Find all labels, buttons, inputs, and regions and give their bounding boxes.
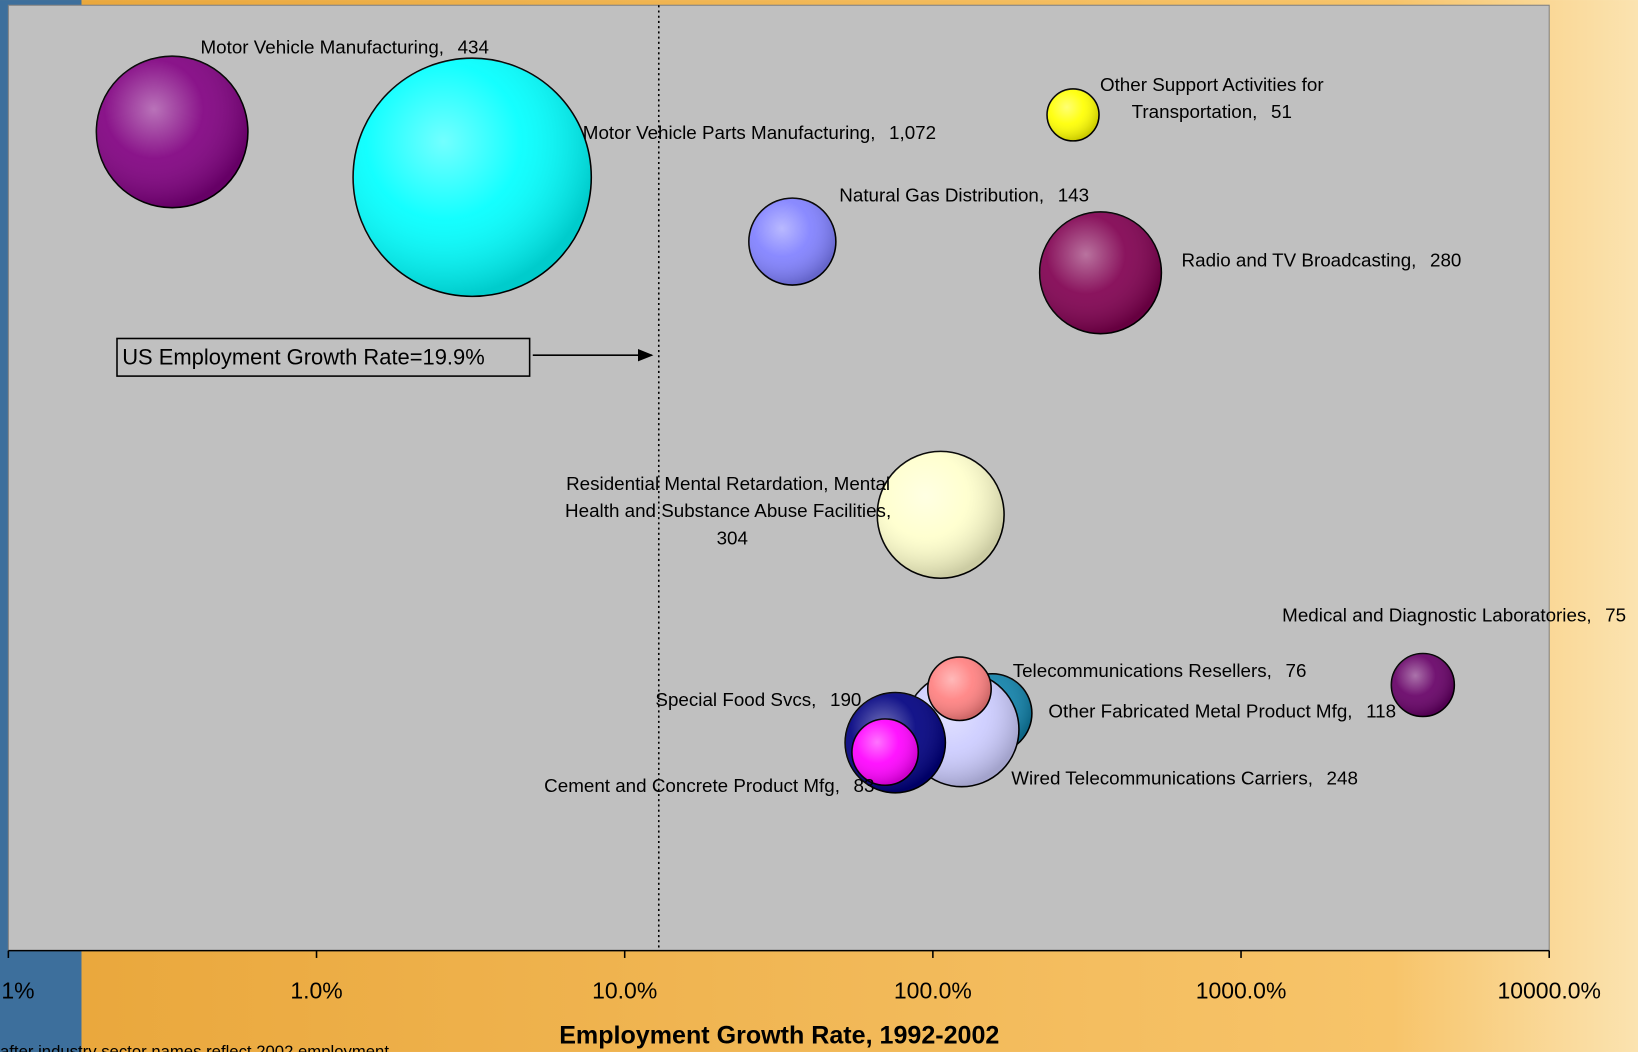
bubble-name: Telecommunications Resellers, <box>1012 660 1272 682</box>
data-label-text: Other Fabricated Metal Product Mfg, 118 <box>1042 698 1402 725</box>
bubble-name: Natural Gas Distribution, <box>839 184 1045 206</box>
x-tick-label: 100.0% <box>894 978 972 1004</box>
bubble-size-label: 304 <box>716 527 748 549</box>
bubble-size-label: 434 <box>457 36 489 58</box>
data-label: Radio and TV Broadcasting, 280 <box>1144 247 1499 274</box>
data-label-text: Radio and TV Broadcasting, 280 <box>1144 247 1499 274</box>
footnote: after industry sector names reflect 2002… <box>0 1042 389 1052</box>
x-tick-label: 1.0% <box>290 978 342 1004</box>
data-label: Residential Mental Retardation, Mental H… <box>548 470 908 551</box>
annotation: US Employment Growth Rate=19.9% <box>122 345 484 370</box>
bubble-size-label: 118 <box>1366 700 1397 722</box>
data-label-text: Medical and Diagnostic Laboratories, 75 <box>1271 602 1637 629</box>
data-label: Motor Vehicle Manufacturing, 434 <box>125 33 564 60</box>
bubble-name: Other Fabricated Metal Product Mfg, <box>1048 700 1353 722</box>
data-label-text: Motor Vehicle Parts Manufacturing, 1,072 <box>582 119 937 146</box>
plot-area <box>7 4 1550 952</box>
data-label: Special Food Svcs, 190 <box>623 686 895 713</box>
data-label-text: Cement and Concrete Product Mfg, 83 <box>537 772 882 799</box>
bubble-name: Motor Vehicle Manufacturing, <box>200 36 445 58</box>
data-label: Natural Gas Distribution, 143 <box>797 182 1131 209</box>
x-tick-label: 10000.0% <box>1497 978 1600 1004</box>
data-label: Other Support Activities for Transportat… <box>1076 71 1348 125</box>
bubble-name: Medical and Diagnostic Laboratories, <box>1282 604 1592 626</box>
bubble-size-label: 51 <box>1271 101 1292 123</box>
bubble-name: Radio and TV Broadcasting, <box>1181 249 1417 271</box>
data-label: Wired Telecommunications Carriers, 248 <box>1007 765 1362 792</box>
bubble-size-label: 143 <box>1057 184 1090 206</box>
data-label-text: Motor Vehicle Manufacturing, 434 <box>125 33 564 60</box>
bubble-size-label: 83 <box>853 775 875 797</box>
data-label: Other Fabricated Metal Product Mfg, 118 <box>1042 698 1402 725</box>
data-label: Motor Vehicle Parts Manufacturing, 1,072 <box>582 119 937 146</box>
data-label: Telecommunications Resellers, 76 <box>982 657 1337 684</box>
bubble-size-label: 248 <box>1326 767 1358 789</box>
bubble-name: Motor Vehicle Parts Manufacturing, <box>582 122 876 144</box>
x-tick-label: 1000.0% <box>1196 978 1287 1004</box>
data-label: Cement and Concrete Product Mfg, 83 <box>537 772 882 799</box>
x-axis-title: Employment Growth Rate, 1992-2002 <box>559 1022 999 1050</box>
x-tick-label: 10.0% <box>592 978 657 1004</box>
bubble-name: Cement and Concrete Product Mfg, <box>544 775 840 797</box>
data-label-text: Wired Telecommunications Carriers, 248 <box>1007 765 1362 792</box>
annotation-box <box>116 337 531 377</box>
bubble-name: Residential Mental Retardation, Mental H… <box>565 473 892 522</box>
bubble-name: Wired Telecommunications Carriers, <box>1011 767 1313 789</box>
data-label-text: Telecommunications Resellers, 76 <box>982 657 1337 684</box>
bubble-name: Special Food Svcs, <box>655 689 817 711</box>
x-tick-label: 0.1% <box>0 978 35 1004</box>
data-label-text: Special Food Svcs, 190 <box>623 686 895 713</box>
data-label: Medical and Diagnostic Laboratories, 75 <box>1271 602 1637 629</box>
bubble-size-label: 1,072 <box>889 122 937 144</box>
data-label-text: Other Support Activities for Transportat… <box>1076 71 1348 125</box>
bubble-size-label: 75 <box>1605 604 1627 626</box>
data-label-text: Natural Gas Distribution, 143 <box>797 182 1131 209</box>
bubble-size-label: 280 <box>1430 249 1462 271</box>
data-label-text: Residential Mental Retardation, Mental H… <box>548 470 908 551</box>
bubble-size-label: 190 <box>829 689 862 711</box>
bubble-size-label: 76 <box>1285 660 1307 682</box>
bubble-name: Other Support Activities for Transportat… <box>1099 74 1324 123</box>
